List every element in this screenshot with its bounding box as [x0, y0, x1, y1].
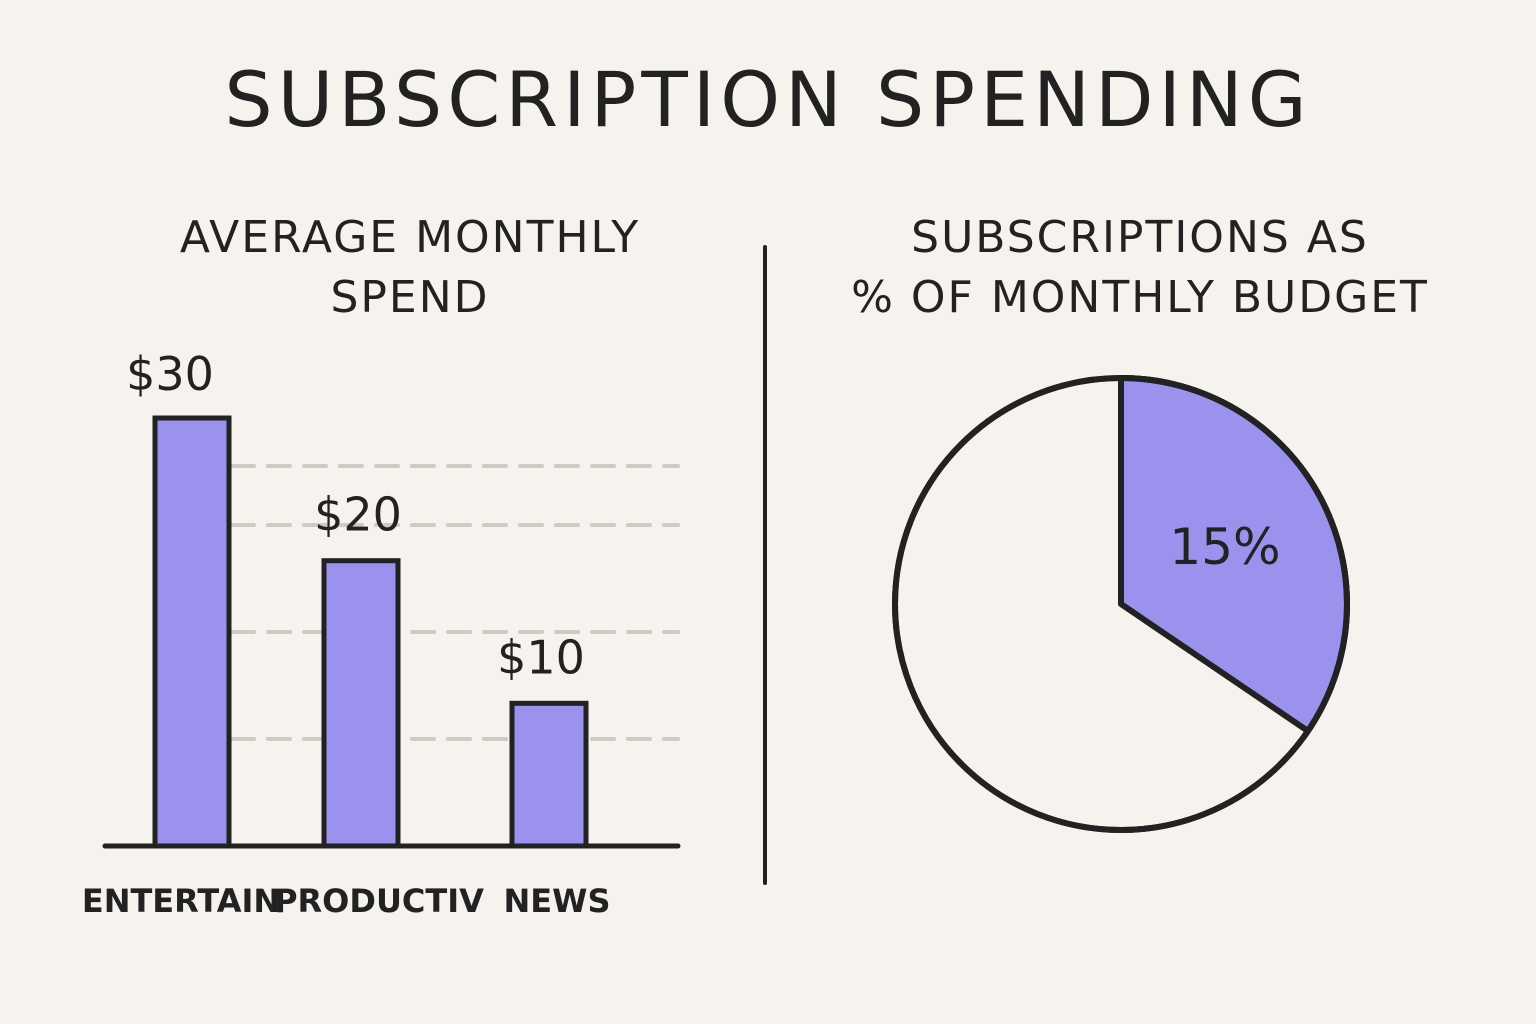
- x-tick-label: ENTERTAIN: [82, 882, 280, 920]
- bar: [152, 415, 232, 849]
- bar: [321, 558, 401, 849]
- bar-chart-title: AVERAGE MONTHLY SPEND: [110, 208, 710, 328]
- pie-slice-label: 15%: [1169, 518, 1280, 576]
- bar-value-label: $20: [314, 488, 402, 542]
- bar: [509, 700, 589, 849]
- pie-chart-title-line-2: % OF MONTHLY BUDGET: [851, 272, 1429, 323]
- bar-value-label: $30: [126, 347, 214, 401]
- bar-chart-title-line-1: AVERAGE MONTHLY: [179, 212, 641, 263]
- bar-value-label: $10: [497, 630, 585, 684]
- pie-chart-title: SUBSCRIPTIONS AS % OF MONTHLY BUDGET: [840, 208, 1440, 328]
- page-title: SUBSCRIPTION SPENDING: [224, 55, 1312, 144]
- bar-chart-title-line-2: SPEND: [330, 272, 490, 323]
- x-tick-label: PRODUCTIV: [274, 882, 484, 920]
- panel-divider: [763, 245, 767, 885]
- pie-border: [892, 375, 1350, 833]
- pie-chart-title-line-1: SUBSCRIPTIONS AS: [911, 212, 1369, 263]
- x-tick-label: NEWS: [504, 882, 611, 920]
